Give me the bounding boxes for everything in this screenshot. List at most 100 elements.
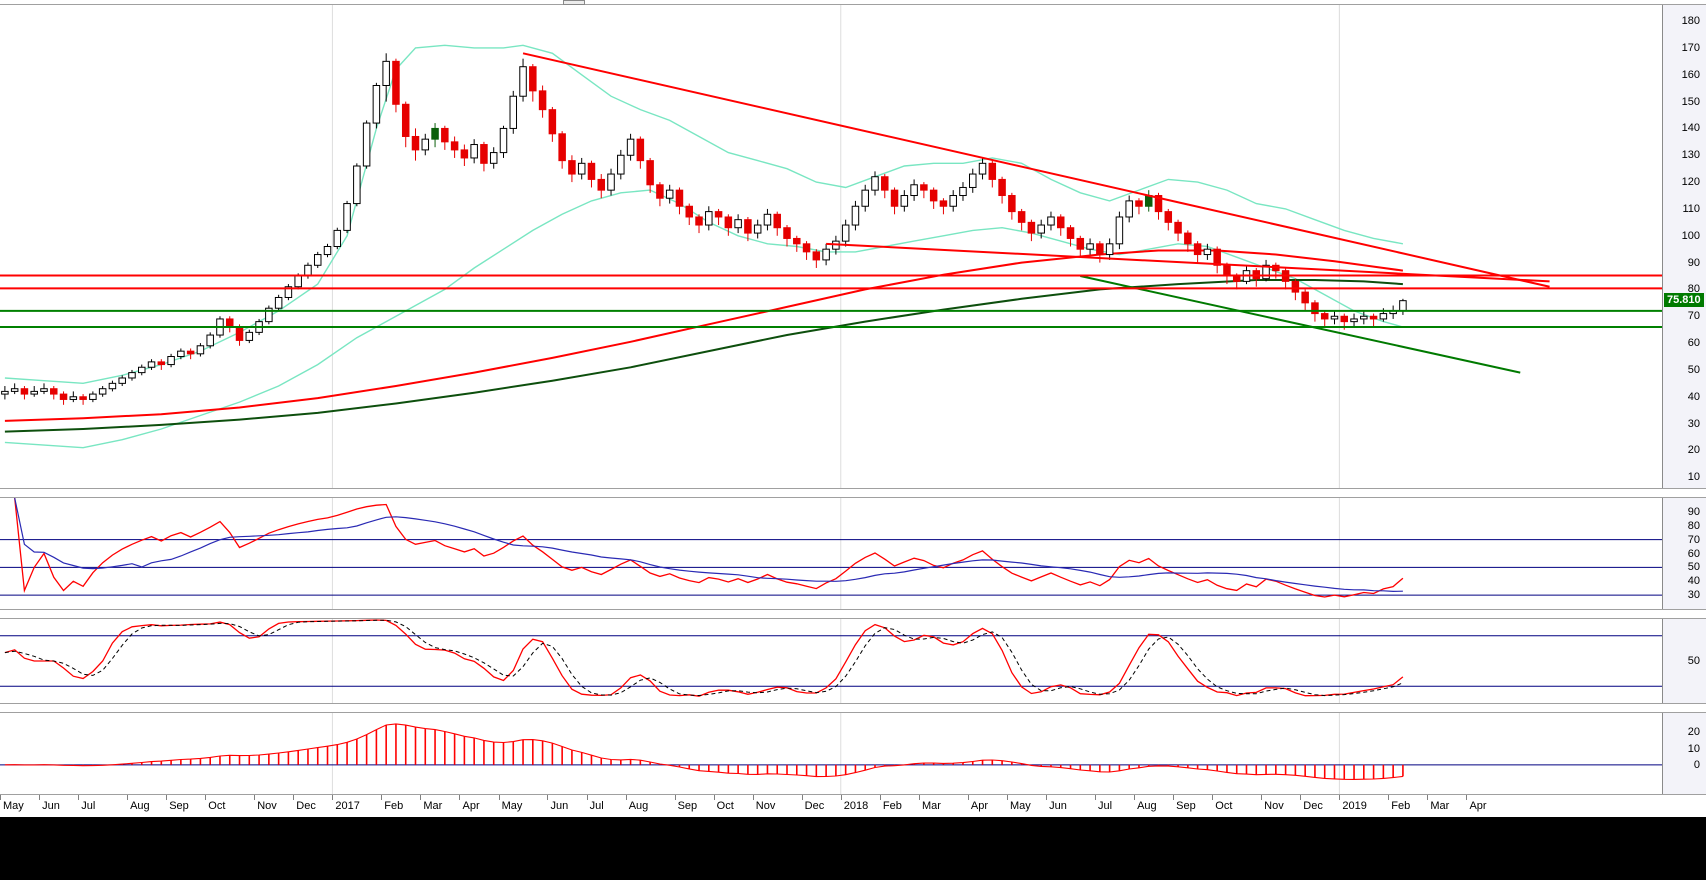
last-price-badge: 75.810 — [1664, 292, 1704, 307]
y-tick-label: 30 — [1687, 417, 1700, 430]
stochastic-panel[interactable]: 50 — [0, 618, 1706, 704]
rsi-panel[interactable]: 90 80 70 60 50 40 30 — [0, 497, 1706, 610]
month-tick — [127, 795, 129, 800]
month-tick — [840, 795, 842, 800]
x-tick-label: Nov — [755, 800, 776, 812]
y-tick-label: 10 — [1687, 742, 1700, 755]
x-tick-label: Dec — [1303, 800, 1323, 812]
x-tick-label: Sep — [677, 800, 698, 812]
month-tick — [674, 795, 676, 800]
x-tick-label: Aug — [628, 800, 649, 812]
stoch-chart-canvas[interactable] — [0, 619, 1662, 703]
x-tick-label: Jun — [550, 800, 569, 812]
month-tick — [1427, 795, 1429, 800]
stoch-stoch_k-line — [4, 619, 1404, 697]
date-axis: May Jun Jul Aug Sep Oct Nov Dec 2017 Feb Mar Apr May… — [0, 795, 1706, 817]
month-tick — [381, 795, 383, 800]
rsi-rsi_sma-line — [14, 498, 1403, 593]
y-tick-label: 30 — [1687, 589, 1700, 602]
x-tick-label: 2018 — [843, 800, 869, 812]
month-tick — [1388, 795, 1390, 800]
rsi-axis: 90 80 70 60 50 40 30 — [1662, 498, 1706, 609]
band-lower — [4, 189, 1404, 449]
x-tick-label: Feb — [1391, 800, 1411, 812]
y-tick-label: 170 — [1681, 41, 1700, 54]
ma-red — [4, 249, 1404, 422]
x-tick-label: May — [501, 800, 523, 812]
macd-chart-canvas[interactable] — [0, 713, 1662, 794]
x-tick-label: Aug — [1137, 800, 1157, 812]
x-tick-label: Feb — [882, 800, 902, 812]
panel-divider[interactable] — [0, 610, 1706, 618]
y-tick-label: 80 — [1687, 519, 1700, 532]
month-tick — [1046, 795, 1048, 800]
x-tick-label: Nov — [1264, 800, 1284, 812]
x-tick-label: Oct — [1215, 800, 1233, 812]
x-tick-label: Dec — [296, 800, 316, 812]
macd-panel[interactable]: 20 10 0 — [0, 712, 1706, 795]
month-tick — [1261, 795, 1263, 800]
x-tick-label: Oct — [716, 800, 734, 812]
y-tick-label: 60 — [1687, 547, 1700, 560]
month-tick — [713, 795, 715, 800]
x-tick-label: May — [1009, 800, 1031, 812]
month-tick — [498, 795, 500, 800]
month-tick — [420, 795, 422, 800]
month-tick — [1094, 795, 1096, 800]
y-tick-label: 70 — [1687, 310, 1700, 323]
y-tick-label: 50 — [1687, 363, 1700, 376]
y-tick-label: 50 — [1687, 561, 1700, 574]
x-tick-label: Mar — [1430, 800, 1450, 812]
y-tick-label: 140 — [1681, 122, 1700, 135]
month-tick — [205, 795, 207, 800]
month-tick — [39, 795, 41, 800]
month-tick — [801, 795, 803, 800]
y-tick-label: 40 — [1687, 390, 1700, 403]
year-gridlines — [331, 5, 1340, 488]
y-tick-label: 130 — [1681, 149, 1700, 162]
y-tick-label: 60 — [1687, 337, 1700, 350]
month-tick — [967, 795, 969, 800]
month-tick — [752, 795, 754, 800]
month-tick — [254, 795, 256, 800]
x-tick-label: Apr — [1469, 800, 1487, 812]
month-tick — [1173, 795, 1175, 800]
y-tick-label: 150 — [1681, 95, 1700, 108]
price-panel[interactable]: 75.810 180 170 160 150 140 130 120 110 100 90 80 70… — [0, 4, 1706, 489]
month-tick — [332, 795, 334, 800]
macd-macd-line — [4, 723, 1403, 780]
month-tick — [1466, 795, 1468, 800]
month-tick — [293, 795, 295, 800]
y-tick-label: 20 — [1687, 726, 1700, 739]
x-tick-label: Jul — [589, 800, 604, 812]
rsi-rsi-line — [14, 498, 1404, 598]
panel-collapse-handle[interactable] — [563, 0, 585, 5]
panel-divider[interactable] — [0, 704, 1706, 712]
month-tick — [625, 795, 627, 800]
month-tick — [0, 795, 1, 800]
y-tick-label: 90 — [1687, 505, 1700, 518]
x-tick-label: Jun — [1049, 800, 1067, 812]
y-tick-label: 90 — [1687, 256, 1700, 269]
x-tick-label: May — [3, 800, 24, 812]
rsi-chart-canvas[interactable] — [0, 498, 1662, 609]
stoch-stoch_d-line — [4, 619, 1404, 697]
x-tick-label: Jul — [81, 800, 96, 812]
y-tick-label: 120 — [1681, 176, 1700, 189]
month-tick — [547, 795, 549, 800]
month-tick — [1212, 795, 1214, 800]
month-tick — [166, 795, 168, 800]
month-tick — [1006, 795, 1008, 800]
panel-divider[interactable] — [0, 489, 1706, 497]
x-tick-label: 2019 — [1342, 800, 1367, 812]
y-tick-label: 100 — [1681, 229, 1700, 242]
x-tick-label: Aug — [130, 800, 150, 812]
y-tick-label: 10 — [1687, 471, 1700, 484]
price-chart-canvas[interactable] — [0, 5, 1662, 488]
stochastic-axis: 50 — [1662, 619, 1706, 703]
y-tick-label: 70 — [1687, 533, 1700, 546]
support-resistance-lines[interactable] — [0, 274, 1662, 328]
x-tick-label: Jun — [42, 800, 60, 812]
window-bottom-filler — [0, 817, 1706, 880]
